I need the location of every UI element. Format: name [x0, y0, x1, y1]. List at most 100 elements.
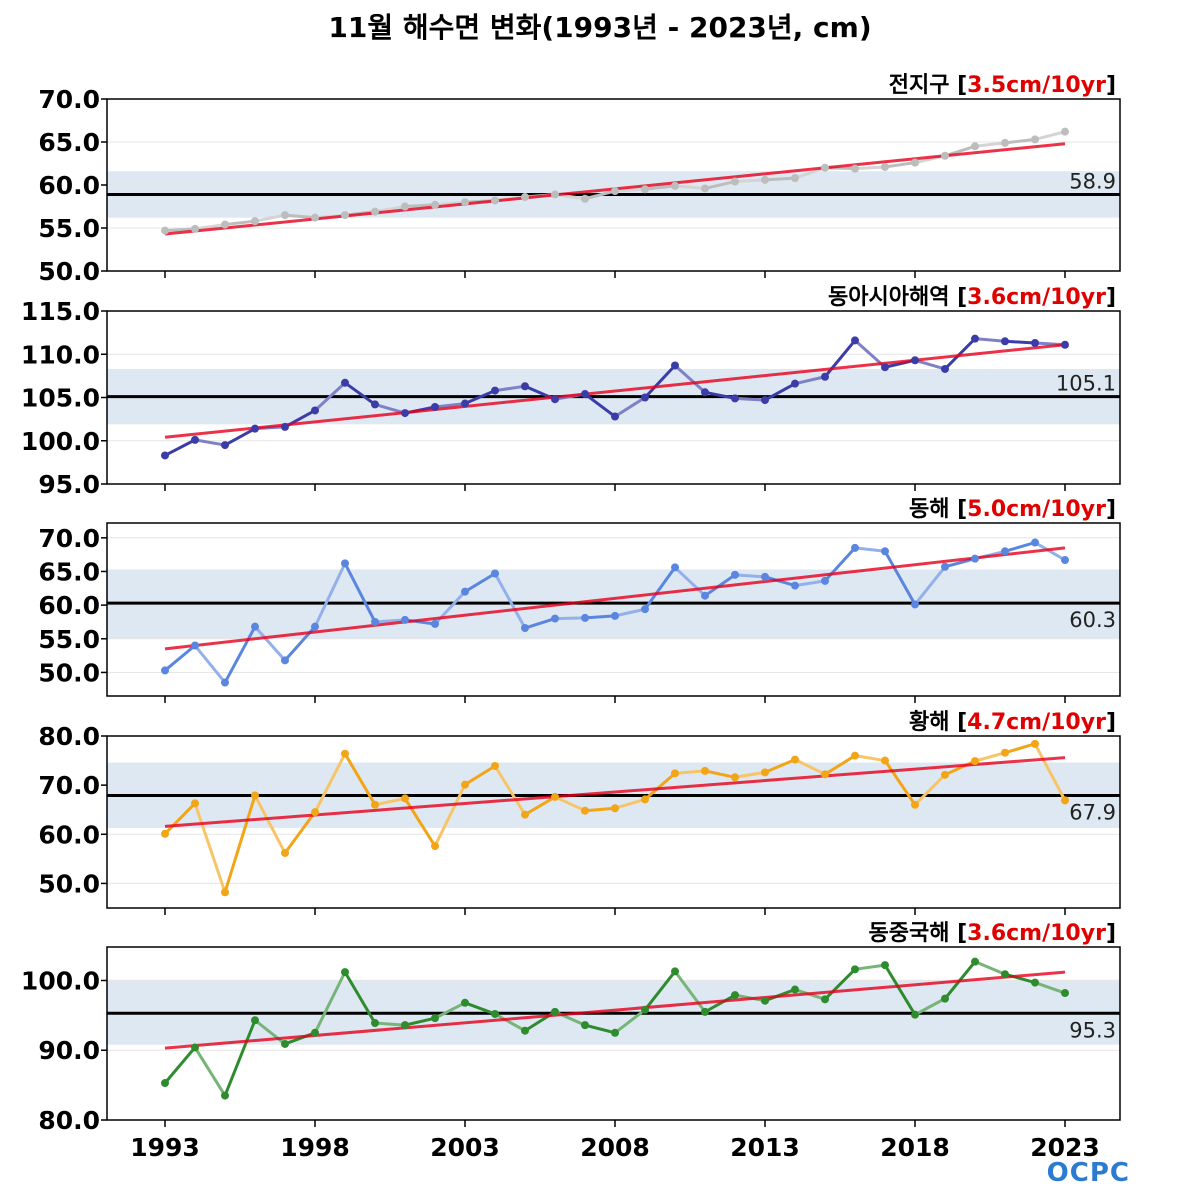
series-segment: [643, 969, 677, 1012]
panel-2: 95.0 100.0 105.0 110.0 115.0 105.1 동아시아해역 [3.6…: [21, 285, 1121, 499]
x-tick-label: 2023: [1030, 1133, 1100, 1162]
data-point: [941, 994, 949, 1003]
series-segment: [883, 963, 917, 1017]
series-segment: [763, 176, 797, 182]
series-segment: [463, 389, 497, 406]
mean-value-label: 95.3: [1069, 1018, 1116, 1042]
series-segment: [673, 769, 707, 775]
series-segment: [643, 363, 677, 399]
data-point: [461, 780, 469, 789]
series-segment: [343, 970, 377, 1025]
series-segment: [253, 1018, 287, 1046]
panel-title: 황해 [4.7cm/10yr]: [909, 710, 1116, 735]
data-point: [1001, 970, 1009, 979]
series-segment: [763, 382, 797, 402]
bracket: ]: [1106, 497, 1116, 522]
y-tick-label: 100.0: [21, 966, 100, 995]
data-point: [1031, 135, 1039, 144]
data-point: [311, 808, 319, 817]
x-tick-label: 2008: [580, 1133, 650, 1162]
data-point: [311, 622, 319, 631]
series-segment: [943, 759, 977, 777]
y-tick-label: 110.0: [21, 340, 100, 369]
data-point: [701, 766, 709, 775]
data-point: [521, 624, 529, 633]
series-segment: [193, 1045, 227, 1098]
y-tick-label: 50.0: [38, 257, 100, 286]
data-point: [371, 400, 379, 409]
data-point: [671, 361, 679, 370]
series-segment: [223, 427, 257, 447]
series-segment: [643, 184, 677, 191]
data-point: [641, 185, 649, 194]
data-point: [1031, 339, 1039, 348]
series-segment: [403, 203, 437, 208]
plot-frame: [106, 522, 1121, 697]
series-segment: [583, 614, 617, 620]
series-segment: [733, 178, 767, 184]
y-tick-label: 70.0: [38, 85, 100, 114]
panel-4: 50.0 60.0 70.0 80.0 67.9 황해 [4.7cm/10yr]: [38, 710, 1121, 915]
data-point: [551, 792, 559, 801]
data-point: [791, 755, 799, 764]
data-point: [281, 848, 289, 857]
data-point: [371, 617, 379, 626]
data-point: [341, 378, 349, 387]
data-point: [1031, 538, 1039, 547]
data-point: [191, 1043, 199, 1052]
data-point: [161, 1079, 169, 1088]
series-segment: [313, 561, 347, 629]
data-point: [401, 794, 409, 803]
series-segment: [373, 205, 407, 214]
y-tick-label: 80.0: [38, 722, 100, 751]
series-segment: [763, 758, 797, 774]
data-point: [191, 224, 199, 233]
data-point: [881, 363, 889, 372]
data-point: [881, 547, 889, 556]
data-point: [251, 424, 259, 433]
y-tick-label: 65.0: [38, 128, 100, 157]
mean-value-label: 58.9: [1069, 169, 1116, 193]
series-segment: [733, 573, 767, 579]
data-point: [761, 396, 769, 405]
ocpc-logo: OCPC: [1046, 1158, 1130, 1188]
data-point: [431, 200, 439, 209]
data-point: [491, 386, 499, 395]
data-point: [641, 1005, 649, 1014]
data-point: [341, 211, 349, 220]
series-segment: [1033, 541, 1067, 562]
trend-rate: 5.0cm/10yr: [967, 497, 1106, 522]
data-point: [971, 334, 979, 343]
data-point: [251, 622, 259, 631]
mean-value-label: 60.3: [1069, 608, 1116, 632]
data-point: [911, 158, 919, 167]
data-point: [401, 409, 409, 418]
data-point: [161, 451, 169, 460]
plot-frame: [106, 735, 1121, 909]
series-segment: [253, 213, 287, 223]
data-point: [221, 678, 229, 687]
data-point: [521, 1026, 529, 1035]
data-point: [701, 1007, 709, 1016]
x-tick-label: 2003: [430, 1133, 500, 1162]
series-segment: [733, 770, 767, 779]
data-point: [611, 611, 619, 620]
data-point: [791, 581, 799, 590]
data-point: [371, 1019, 379, 1028]
data-point: [161, 226, 169, 235]
data-point: [461, 587, 469, 596]
trend-rate: 3.6cm/10yr: [967, 285, 1106, 310]
series-segment: [463, 571, 497, 594]
series-segment: [613, 607, 647, 618]
series-segment: [973, 751, 1007, 763]
series-segment: [493, 384, 527, 393]
data-point: [221, 220, 229, 229]
data-point: [341, 749, 349, 758]
data-point: [221, 1091, 229, 1100]
data-point: [641, 795, 649, 804]
data-point: [881, 756, 889, 765]
data-point: [971, 554, 979, 563]
data-point: [851, 164, 859, 173]
series-segment: [823, 967, 857, 1001]
series-segment: [943, 337, 977, 371]
